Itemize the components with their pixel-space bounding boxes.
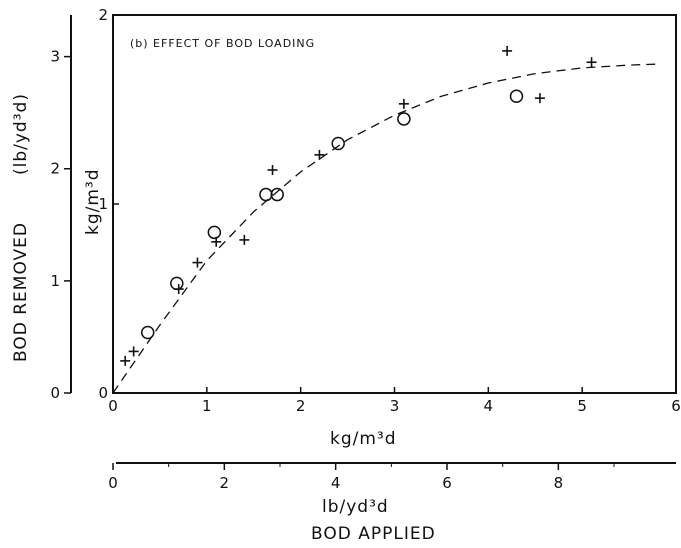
circle-point [140, 325, 155, 340]
plus-point [502, 45, 513, 56]
secondary-y-tick-label: 3 [50, 48, 60, 66]
x-tick-label: 2 [296, 397, 306, 415]
plus-point [314, 149, 325, 160]
circle-point [397, 112, 411, 126]
secondary-x-axis-title: BOD APPLIED [311, 524, 436, 544]
secondary-x-axis-label: lb/yd³d [322, 497, 389, 517]
chart-annotation: (b) EFFECT OF BOD LOADING [130, 37, 315, 50]
plus-point [586, 57, 597, 68]
secondary-y-tick-label: 0 [50, 384, 60, 402]
plot-frame [112, 14, 677, 394]
x-tick-label: 1 [202, 397, 212, 415]
x-tick-label: 6 [671, 397, 681, 415]
plus-point [534, 93, 545, 104]
circle-point [270, 187, 284, 202]
fitted-curve [112, 63, 658, 394]
secondary-x-tick-label: 2 [220, 474, 230, 492]
x-axis-label: kg/m³d [330, 429, 397, 449]
circle-point [331, 136, 345, 151]
y-tick-label: 1 [98, 195, 108, 213]
y-tick-label: 2 [98, 6, 108, 24]
plus-point [239, 234, 250, 245]
secondary-x-tick-label: 0 [108, 474, 118, 492]
circle-point [170, 276, 184, 291]
y-axis-label: kg/m³d [83, 168, 103, 235]
x-tick-label: 0 [108, 397, 118, 415]
plus-point [398, 98, 409, 109]
plus-point [267, 164, 278, 175]
secondary-x-tick-label: 4 [331, 474, 341, 492]
x-tick-label: 5 [577, 397, 587, 415]
circle-point [509, 89, 524, 104]
y-tick-label: 0 [98, 384, 108, 402]
secondary-x-tick-label: 8 [554, 474, 564, 492]
plus-point [120, 355, 131, 366]
plus-point [128, 346, 139, 357]
circle-point [207, 225, 222, 240]
tick-layer: 0 1 2 3 4 5 6 0 1 2 0 1 2 3 0 2 4 6 8 [50, 6, 680, 492]
secondary-y-tick-label: 2 [50, 160, 60, 178]
secondary-x-tick-label: 6 [442, 474, 452, 492]
data-layer [112, 45, 658, 394]
secondary-y-axis-title: BOD REMOVED [11, 222, 31, 362]
circle-point [259, 187, 273, 202]
secondary-y-tick-label: 1 [50, 272, 60, 290]
x-tick-label: 3 [390, 397, 400, 415]
plus-point [192, 257, 203, 268]
x-tick-label: 4 [484, 397, 494, 415]
secondary-y-axis-label: (lb/yd³d) [11, 93, 31, 175]
